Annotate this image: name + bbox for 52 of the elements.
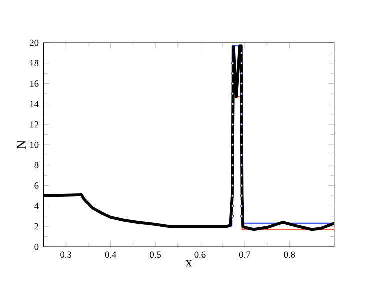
point <box>232 62 234 65</box>
point <box>240 144 244 146</box>
point <box>232 82 234 86</box>
point <box>232 113 234 116</box>
point <box>240 72 244 75</box>
point <box>232 174 234 177</box>
point <box>232 72 234 75</box>
x-tick-label: 0.4 <box>105 252 116 258</box>
point <box>240 194 244 198</box>
point <box>240 102 244 106</box>
point <box>232 164 234 167</box>
x-tick-label: 0.8 <box>284 252 296 258</box>
y-tick-label: 6 <box>34 182 39 189</box>
point <box>232 102 234 106</box>
y-tick-label: 8 <box>34 162 39 169</box>
y-tick-label: 0 <box>34 244 39 250</box>
point <box>240 174 244 177</box>
point <box>232 194 234 198</box>
x-axis-title: x <box>186 260 192 267</box>
y-tick-label: 2 <box>34 224 38 230</box>
y-tick-label: 4 <box>34 203 39 210</box>
point <box>240 204 244 208</box>
point <box>240 154 244 157</box>
point <box>240 113 244 116</box>
point <box>240 92 244 96</box>
x-tick-label: 0.6 <box>194 252 206 258</box>
y-tick-label: 10 <box>30 142 39 148</box>
point <box>240 184 244 188</box>
point <box>240 52 244 55</box>
point <box>232 144 234 146</box>
point <box>240 123 244 126</box>
point <box>232 133 234 136</box>
point <box>232 215 234 218</box>
x-tick-label: 0.7 <box>239 252 251 258</box>
x-tick-label: 0.5 <box>150 252 161 258</box>
point <box>240 62 244 65</box>
point <box>240 164 244 167</box>
point <box>232 92 234 96</box>
point <box>232 184 234 188</box>
y-axis-title: N <box>17 140 26 150</box>
y-tick-label: 14 <box>30 101 39 108</box>
y-tick-label: 18 <box>30 60 39 67</box>
point <box>232 204 234 208</box>
x-tick-label: 0.3 <box>60 252 72 258</box>
y-tick-label: 20 <box>30 40 39 46</box>
point <box>240 133 244 136</box>
y-tick-label: 12 <box>30 122 38 128</box>
point <box>240 82 244 86</box>
point <box>232 123 234 126</box>
y-tick-label: 16 <box>30 80 39 87</box>
point <box>232 154 234 157</box>
point <box>240 215 244 218</box>
